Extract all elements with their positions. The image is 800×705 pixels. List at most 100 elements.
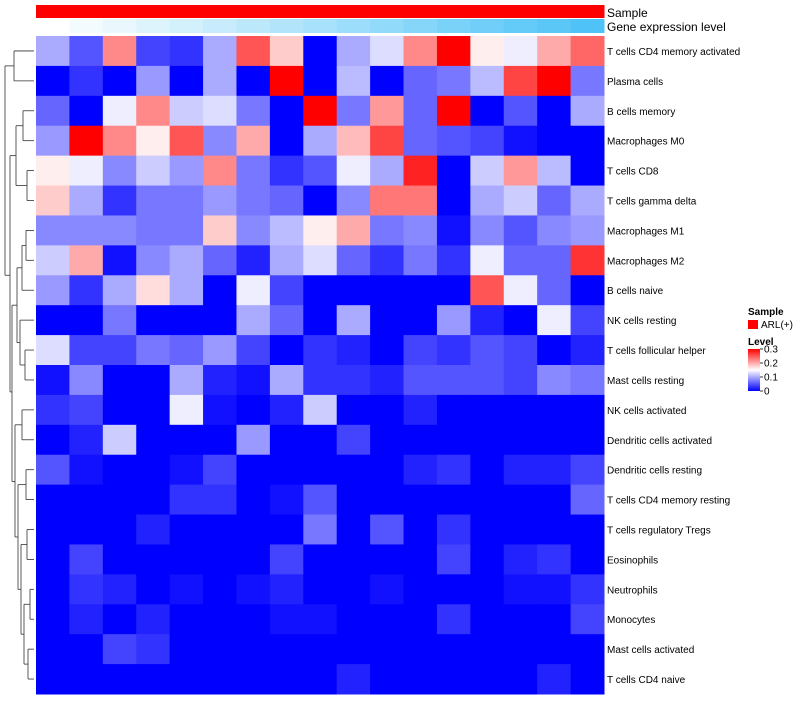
heatmap-cell xyxy=(336,424,371,456)
heatmap-cell xyxy=(403,634,438,665)
heatmap-cell xyxy=(236,454,271,486)
heatmap-cell xyxy=(470,634,505,665)
heatmap-cell xyxy=(403,36,438,67)
heatmap-cell xyxy=(303,305,338,336)
heatmap-cell xyxy=(503,634,538,665)
heatmap-cell xyxy=(102,484,137,516)
heatmap-cell xyxy=(370,394,405,426)
heatmap-cell xyxy=(303,155,338,187)
heatmap-cell xyxy=(136,245,171,276)
heatmap-cell xyxy=(269,245,304,276)
row-label: Macrophages M0 xyxy=(607,137,685,148)
heatmap-cell xyxy=(102,125,137,157)
legend-tick-label: 0.1 xyxy=(764,373,778,384)
heatmap-cell xyxy=(336,664,371,695)
heatmap-cell xyxy=(570,125,605,157)
heatmap-cell xyxy=(69,245,104,276)
row-label: B cells memory xyxy=(607,107,675,118)
heatmap-cell xyxy=(570,634,605,665)
heatmap-cell xyxy=(570,394,605,426)
heatmap-cell xyxy=(69,634,104,665)
heatmap-cell xyxy=(570,514,605,545)
heatmap-cell xyxy=(303,275,338,306)
heatmap-cell xyxy=(436,514,471,545)
sample-annotation-cell xyxy=(503,5,538,18)
heatmap-cell xyxy=(370,604,405,635)
legend-tick-label: 0.2 xyxy=(764,359,778,370)
heatmap-cell xyxy=(570,185,605,216)
heatmap-cell xyxy=(403,215,438,246)
heatmap-cell xyxy=(537,544,572,575)
legend-ticks: 0 0.1 0.2 0.3 xyxy=(760,345,778,398)
heatmap-cell xyxy=(503,125,538,157)
heatmap-cell xyxy=(470,65,505,97)
heatmap-cell xyxy=(36,544,70,575)
row-label: Eosinophils xyxy=(607,555,658,566)
heatmap-cell xyxy=(570,484,605,516)
heatmap-cell xyxy=(537,125,572,157)
heatmap-cell xyxy=(269,275,304,306)
heatmap-cell xyxy=(403,275,438,306)
heatmap-cell xyxy=(403,65,438,97)
heatmap-cell xyxy=(136,65,171,97)
heatmap-cell xyxy=(136,604,171,635)
heatmap-cell xyxy=(303,65,338,97)
gene-expression-annotation-cell xyxy=(336,19,371,33)
heatmap-cell xyxy=(537,36,572,67)
gene-expression-annotation-cell xyxy=(236,19,271,33)
heatmap-cell xyxy=(370,454,405,486)
heatmap-cell xyxy=(69,335,104,366)
gene-expression-annotation-cell xyxy=(436,19,471,33)
row-labels: T cells CD4 memory activated Plasma cells… xyxy=(607,47,740,686)
heatmap-cell xyxy=(503,424,538,456)
heatmap-cell xyxy=(102,574,137,605)
heatmap-cell xyxy=(36,484,70,516)
heatmap-cell xyxy=(36,305,70,336)
heatmap-cell xyxy=(236,664,271,695)
heatmap-cell xyxy=(136,394,171,426)
heatmap-cell xyxy=(303,574,338,605)
heatmap-cell xyxy=(436,215,471,246)
legend-color-bar xyxy=(748,349,760,391)
heatmap-cell xyxy=(537,514,572,545)
heatmap-cell xyxy=(537,604,572,635)
heatmap-cell xyxy=(136,454,171,486)
heatmap-cell xyxy=(336,245,371,276)
heatmap-cell xyxy=(203,394,237,426)
heatmap-cell xyxy=(370,155,405,187)
heatmap-cell xyxy=(370,365,405,396)
heatmap-cell xyxy=(537,155,572,187)
legend-sample-swatch xyxy=(748,320,758,329)
heatmap-cell xyxy=(236,634,271,665)
heatmap-cell xyxy=(169,335,204,366)
row-label: Dendritic cells activated xyxy=(607,436,712,447)
heatmap-cell xyxy=(136,574,171,605)
heatmap-cell xyxy=(36,215,70,246)
heatmap-cell xyxy=(203,664,237,695)
heatmap-cell xyxy=(69,155,104,187)
heatmap-cell xyxy=(436,95,471,127)
heatmap-cell xyxy=(236,544,271,575)
gene-expression-annotation-cell xyxy=(269,19,304,33)
heatmap-cell xyxy=(537,634,572,665)
heatmap-cell xyxy=(303,394,338,426)
heatmap-cell xyxy=(436,275,471,306)
heatmap-cell xyxy=(336,394,371,426)
heatmap-cell xyxy=(336,185,371,216)
heatmap-cell xyxy=(69,394,104,426)
heatmap-cell xyxy=(203,544,237,575)
heatmap-cell xyxy=(436,155,471,187)
gene-expression-annotation-cell xyxy=(136,19,171,33)
heatmap-cell xyxy=(236,484,271,516)
heatmap-cell xyxy=(403,544,438,575)
heatmap-cell xyxy=(470,514,505,545)
heatmap-cell xyxy=(537,275,572,306)
heatmap-cell xyxy=(203,155,237,187)
heatmap-cell xyxy=(102,514,137,545)
heatmap-cell xyxy=(403,335,438,366)
gene-expression-annotation-cell xyxy=(203,19,237,33)
heatmap-cell xyxy=(303,454,338,486)
heatmap-cell xyxy=(403,664,438,695)
heatmap-cell xyxy=(537,365,572,396)
heatmap-cell xyxy=(136,305,171,336)
